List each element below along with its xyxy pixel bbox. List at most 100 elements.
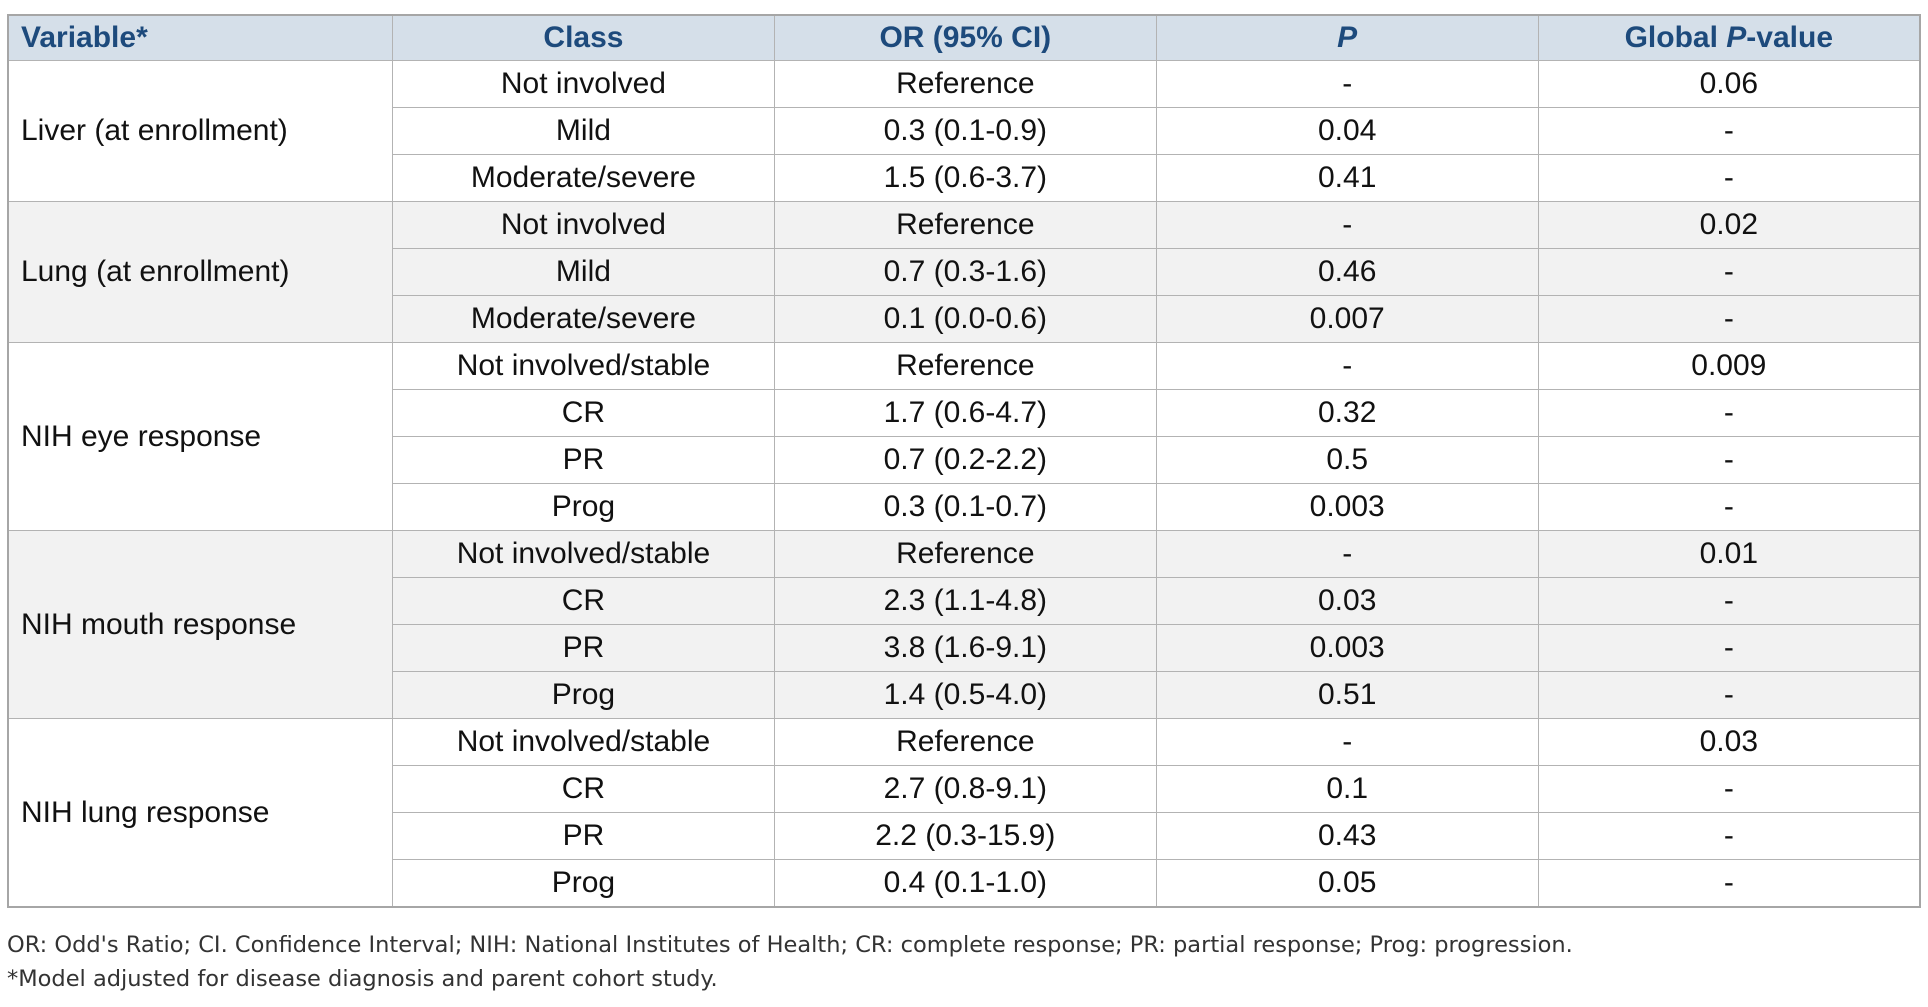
or-cell: Reference [773,60,1157,108]
variable-cell: Liver (at enrollment) [7,60,393,202]
or-cell: 3.8 (1.6-9.1) [773,624,1157,672]
table-row: Prog 0.4 (0.1-1.0) 0.05- [8,859,1921,908]
p-cell: 0.1 [1155,765,1539,813]
global-p-cell: - [1537,577,1921,625]
global-p-cell: - [1537,107,1921,155]
global-p-cell: - [1537,859,1921,908]
table-row: Moderate/severe 0.1 (0.0-0.6) 0.007- [8,295,1921,343]
p-cell: - [1155,60,1539,108]
table-row: Prog 1.4 (0.5-4.0) 0.51- [8,671,1921,719]
p-cell: - [1155,342,1539,390]
footnote-abbreviations: OR: Odd's Ratio; CI. Confidence Interval… [7,932,1573,958]
p-cell: 0.41 [1155,154,1539,202]
global-p-cell: 0.03 [1537,718,1921,766]
p-cell: 0.51 [1155,671,1539,719]
p-cell: 0.003 [1155,483,1539,531]
table-row: Prog 0.3 (0.1-0.7) 0.003- [8,483,1921,531]
or-cell: Reference [773,718,1157,766]
table-row: PR 2.2 (0.3-15.9) 0.43- [8,812,1921,860]
class-cell: Mild [392,248,775,296]
global-p-cell: 0.01 [1537,530,1921,578]
table-row: Moderate/severe 1.5 (0.6-3.7) 0.41- [8,154,1921,202]
or-cell: 2.7 (0.8-9.1) [773,765,1157,813]
footnote-model: *Model adjusted for disease diagnosis an… [7,966,718,992]
or-cell: 0.7 (0.3-1.6) [773,248,1157,296]
class-cell: PR [392,436,775,484]
or-cell: 0.3 (0.1-0.7) [773,483,1157,531]
header-global-p: Global P-value [1537,14,1921,61]
table-row: PR 0.7 (0.2-2.2) 0.5- [8,436,1921,484]
or-cell: 0.3 (0.1-0.9) [773,107,1157,155]
global-p-cell: - [1537,624,1921,672]
table-row: Lung (at enrollment) Not involved Referenc… [7,201,1921,343]
or-cell: 0.1 (0.0-0.6) [773,295,1157,343]
p-cell: 0.5 [1155,436,1539,484]
p-cell: - [1155,530,1539,578]
header-class: Class [392,14,775,61]
table-row: CR 2.3 (1.1-4.8) 0.03- [8,577,1921,625]
header-p-text: P [1337,21,1358,54]
class-cell: CR [392,765,775,813]
variable-cell: NIH eye response [7,342,393,531]
global-p-cell: - [1537,154,1921,202]
class-cell: Not involved [392,60,775,108]
class-cell: Prog [392,671,775,719]
header-p: P [1155,14,1539,61]
header-or: OR (95% CI) [773,14,1157,61]
class-cell: Not involved/stable [392,342,775,390]
global-p-cell: - [1537,812,1921,860]
class-cell: Moderate/severe [392,295,775,343]
class-cell: CR [392,577,775,625]
class-cell: Moderate/severe [392,154,775,202]
header-variable: Variable* [7,14,393,61]
global-p-cell: - [1537,765,1921,813]
table-row: NIH eye response Not involved/stable Refer… [7,342,1921,531]
or-cell: 1.7 (0.6-4.7) [773,389,1157,437]
global-p-cell: 0.009 [1537,342,1921,390]
or-cell: 0.7 (0.2-2.2) [773,436,1157,484]
table-row: NIH mouth response Not involved/stable Ref… [7,530,1921,719]
p-cell: 0.05 [1155,859,1539,908]
global-p-cell: - [1537,483,1921,531]
global-p-cell: - [1537,248,1921,296]
or-cell: 2.2 (0.3-15.9) [773,812,1157,860]
class-cell: PR [392,812,775,860]
results-table: Variable* Class OR (95% CI) P Global P-v… [7,14,1921,908]
class-cell: Prog [392,483,775,531]
global-p-cell: - [1537,389,1921,437]
global-p-cell: - [1537,671,1921,719]
table-row: Mild 0.7 (0.3-1.6) 0.46- [8,248,1921,296]
or-cell: 2.3 (1.1-4.8) [773,577,1157,625]
header-row: Variable* Class OR (95% CI) P Global P-v… [7,14,1921,61]
or-cell: Reference [773,201,1157,249]
or-cell: 1.5 (0.6-3.7) [773,154,1157,202]
variable-cell: NIH mouth response [7,530,393,719]
p-cell: 0.32 [1155,389,1539,437]
class-cell: Not involved/stable [392,530,775,578]
p-cell: 0.04 [1155,107,1539,155]
p-cell: 0.007 [1155,295,1539,343]
p-cell: 0.003 [1155,624,1539,672]
p-cell: 0.03 [1155,577,1539,625]
class-cell: PR [392,624,775,672]
p-cell: - [1155,718,1539,766]
or-cell: Reference [773,342,1157,390]
class-cell: Not involved [392,201,775,249]
class-cell: Prog [392,859,775,908]
table-row: NIH lung response Not involved/stable Refe… [7,718,1921,908]
global-p-cell: - [1537,295,1921,343]
class-cell: Mild [392,107,775,155]
global-p-cell: 0.06 [1537,60,1921,108]
table-row: CR 1.7 (0.6-4.7) 0.32- [8,389,1921,437]
global-p-cell: 0.02 [1537,201,1921,249]
variable-cell: Lung (at enrollment) [7,201,393,343]
p-cell: - [1155,201,1539,249]
or-cell: 0.4 (0.1-1.0) [773,859,1157,908]
global-p-cell: - [1537,436,1921,484]
p-cell: 0.43 [1155,812,1539,860]
table-row: CR 2.7 (0.8-9.1) 0.1- [8,765,1921,813]
p-cell: 0.46 [1155,248,1539,296]
class-cell: CR [392,389,775,437]
or-cell: 1.4 (0.5-4.0) [773,671,1157,719]
variable-cell: NIH lung response [7,718,393,908]
